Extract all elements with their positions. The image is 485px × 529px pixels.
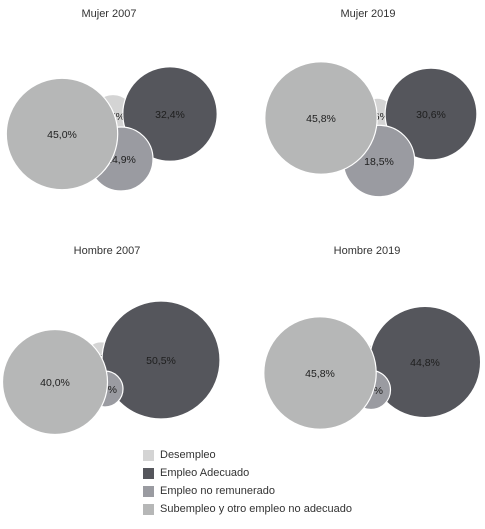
bubble-label-subempleo-y-otro-empleo-no-adecuado: 45,8% <box>306 113 336 125</box>
bubble-subempleo-y-otro-empleo-no-adecuado <box>263 316 377 430</box>
panel-title: Mujer 2019 <box>340 8 395 20</box>
bubble-empleo-adecuado <box>122 66 218 162</box>
legend-swatch-empleo-adecuado <box>143 467 154 479</box>
bubble-label-empleo-adecuado: 30,6% <box>416 109 446 121</box>
legend-label-empleo-no-remunerado: Empleo no remunerado <box>160 485 275 497</box>
bubble-subempleo-y-otro-empleo-no-adecuado <box>1 328 109 436</box>
bubble-label-subempleo-y-otro-empleo-no-adecuado: 45,0% <box>47 129 77 141</box>
bubble-empleo-adecuado <box>384 67 478 161</box>
bubble-label-empleo-adecuado: 50,5% <box>146 355 176 367</box>
panel-title: Hombre 2019 <box>334 245 401 257</box>
bubble-label-subempleo-y-otro-empleo-no-adecuado: 40,0% <box>40 377 70 389</box>
legend-swatch-subempleo <box>143 503 154 515</box>
bubble-label-subempleo-y-otro-empleo-no-adecuado: 45,8% <box>305 368 335 380</box>
legend-label-empleo-adecuado: Empleo Adecuado <box>160 467 250 479</box>
legend-swatch-desempleo <box>143 449 154 461</box>
panel-title: Hombre 2007 <box>74 245 141 257</box>
legend-item-desempleo: Desempleo <box>143 446 383 464</box>
bubble-label-empleo-no-remunerado: 18,5% <box>364 156 394 168</box>
legend-item-empleo-adecuado: Empleo Adecuado <box>143 464 383 482</box>
legend-label-desempleo: Desempleo <box>160 449 216 461</box>
legend-swatch-empleo-no-remunerado <box>143 485 154 497</box>
panel-mujer-2007: Mujer 20076,7%32,4%14,9%45,0% <box>5 8 218 192</box>
bubble-subempleo-y-otro-empleo-no-adecuado <box>264 61 378 175</box>
panel-title: Mujer 2007 <box>81 8 136 20</box>
bubble-label-empleo-no-remunerado: 14,9% <box>106 154 136 166</box>
legend-label-subempleo: Subempleo y otro empleo no adecuado <box>160 503 353 515</box>
legend-item-subempleo: Subempleo y otro empleo no adecuado <box>143 500 383 518</box>
legend: Desempleo Empleo Adecuado Empleo no remu… <box>143 446 383 518</box>
bubble-label-empleo-adecuado: 32,4% <box>155 109 185 121</box>
bubble-label-empleo-adecuado: 44,8% <box>410 357 440 369</box>
bubble-subempleo-y-otro-empleo-no-adecuado <box>5 77 119 191</box>
legend-item-empleo-no-remunerado: Empleo no remunerado <box>143 482 383 500</box>
